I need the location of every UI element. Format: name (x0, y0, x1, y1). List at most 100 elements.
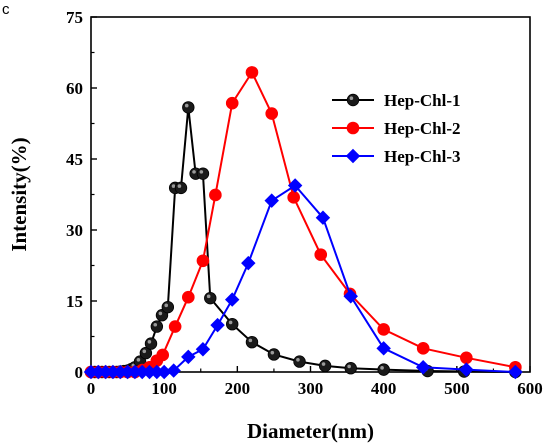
legend-item: Hep-Chl-1 (332, 91, 461, 110)
marker-highlight (184, 103, 189, 108)
marker-highlight (158, 311, 163, 316)
data-point (182, 101, 195, 114)
data-point (415, 360, 431, 375)
y-tick-label: 0 (75, 363, 84, 382)
data-point (161, 300, 175, 314)
x-tick-label: 500 (444, 379, 470, 398)
data-point (224, 292, 240, 307)
data-point (245, 66, 259, 79)
data-point (168, 320, 182, 333)
data-point (293, 355, 306, 368)
marker-body (245, 335, 259, 349)
data-point (416, 342, 430, 355)
data-point (204, 291, 217, 305)
marker-highlight (206, 294, 211, 299)
plot-border (90, 16, 531, 373)
data-point (315, 210, 331, 225)
legend: Hep-Chl-1 Hep-Chl-2 Hep-Chl-3 (332, 91, 461, 166)
y-tick-label: 15 (66, 292, 83, 311)
legend-label: Hep-Chl-2 (384, 119, 461, 138)
marker-highlight (248, 338, 253, 343)
y-tick-label: 45 (66, 150, 83, 169)
marker-highlight (136, 357, 141, 362)
data-point (181, 349, 196, 365)
data-point (459, 362, 474, 377)
marker-body (318, 359, 332, 373)
x-axis-title: Diameter(nm) (247, 419, 374, 443)
marker-highlight (177, 184, 182, 188)
y-tick-label: 75 (66, 8, 83, 27)
data-point (343, 289, 358, 304)
marker-body (267, 348, 281, 361)
data-point (318, 359, 332, 373)
marker-highlight (380, 366, 384, 370)
marker-highlight (270, 350, 275, 355)
data-point (508, 364, 523, 380)
series-3 (83, 178, 523, 380)
data-point (241, 255, 256, 271)
data-point (144, 337, 158, 350)
marker-highlight (171, 184, 176, 188)
data-point (377, 323, 390, 336)
legend-marker (346, 93, 360, 107)
x-tick-label: 300 (298, 379, 324, 398)
x-tick-label: 400 (371, 379, 397, 398)
data-point (265, 107, 279, 120)
y-tick-label: 60 (66, 79, 83, 98)
marker-highlight (228, 320, 233, 325)
marker-body (196, 167, 210, 180)
data-point (287, 191, 300, 204)
legend-label: Hep-Chl-3 (384, 147, 461, 166)
marker-highlight (153, 322, 158, 327)
marker-body (226, 317, 239, 331)
x-tick-label: 0 (87, 379, 96, 398)
plot-frame (90, 16, 531, 373)
marker-body (344, 362, 357, 375)
data-point (196, 167, 210, 180)
data-point (174, 181, 188, 195)
marker-body (293, 355, 306, 368)
legend-marker (346, 121, 360, 135)
legend-item: Hep-Chl-3 (332, 147, 461, 166)
marker-body (377, 363, 390, 376)
marker-body (204, 291, 217, 305)
marker-highlight (347, 364, 351, 369)
marker-highlight (349, 96, 354, 100)
y-axis-title: Intensity(%) (7, 137, 31, 251)
marker-highlight (192, 170, 196, 174)
marker-highlight (296, 357, 300, 362)
y-axis: 0 15 30 45 60 75 (66, 8, 97, 382)
x-tick-label: 600 (517, 379, 543, 398)
data-point (287, 178, 303, 193)
series-layer (83, 66, 523, 380)
data-point (344, 362, 357, 375)
panel-label: c (2, 1, 10, 18)
y-tick-label: 30 (66, 221, 83, 240)
data-point (166, 363, 181, 378)
data-point (377, 363, 390, 376)
x-axis: 0 100 200 300 400 500 600 (87, 366, 543, 398)
data-point (376, 341, 391, 356)
series-2 (84, 66, 522, 379)
marker-body (150, 320, 164, 333)
x-tick-label: 100 (151, 379, 177, 398)
marker-body (346, 93, 360, 107)
marker-body (182, 101, 195, 114)
data-point (156, 348, 170, 362)
data-point (314, 248, 328, 261)
marker-body (174, 181, 188, 195)
marker-highlight (142, 349, 147, 354)
marker-highlight (164, 303, 169, 308)
data-point (460, 351, 473, 365)
data-point (226, 317, 239, 331)
data-point (182, 290, 195, 304)
legend-item: Hep-Chl-2 (332, 119, 461, 138)
data-point (196, 254, 210, 268)
marker-highlight (147, 340, 152, 344)
marker-body (144, 337, 158, 350)
x-tick-label: 200 (225, 379, 251, 398)
data-point (264, 193, 279, 208)
data-point (209, 188, 222, 202)
marker-highlight (199, 170, 204, 174)
